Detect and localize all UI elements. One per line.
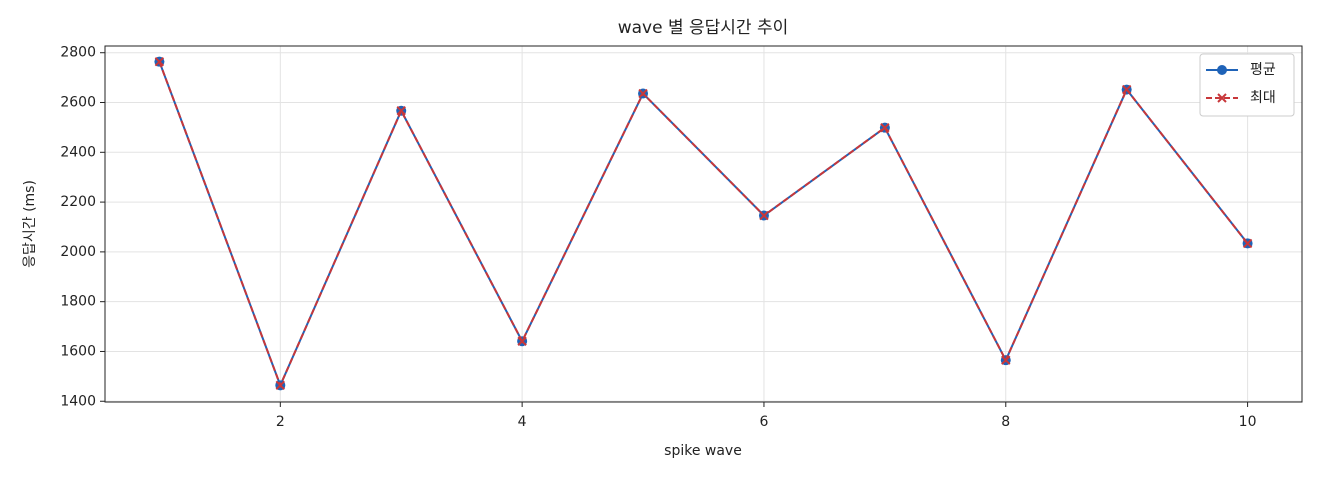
x-tick-label: 8 — [1001, 414, 1010, 430]
x-tick-label: 10 — [1239, 414, 1257, 430]
point — [154, 56, 165, 67]
y-tick-label: 1400 — [60, 393, 96, 409]
legend-marker — [1217, 65, 1227, 75]
y-tick-label: 2200 — [60, 194, 96, 210]
x-tick-label: 2 — [276, 414, 285, 430]
legend-label: 평균 — [1250, 62, 1276, 78]
plot-frame — [104, 45, 1303, 403]
legend-label: 최대 — [1250, 90, 1276, 106]
x-tick-label: 6 — [759, 414, 768, 430]
point — [638, 88, 648, 99]
y-tick-label: 2800 — [60, 45, 96, 61]
point — [880, 122, 890, 133]
point — [275, 380, 286, 391]
y-tick-label: 1600 — [60, 343, 96, 359]
point — [517, 336, 527, 346]
x-axis-label: spike wave — [664, 443, 742, 459]
series-line — [158, 61, 1249, 388]
point — [1001, 355, 1011, 365]
point — [759, 210, 769, 221]
point — [1242, 238, 1253, 249]
legend-marker — [1217, 93, 1227, 103]
x-tick-label: 4 — [518, 414, 527, 430]
y-tick-label: 2000 — [60, 244, 96, 260]
chart-title: wave 별 응답시간 추이 — [618, 18, 789, 38]
y-tick-label: 2400 — [60, 144, 96, 160]
point — [396, 106, 406, 116]
legend-box — [1199, 53, 1295, 117]
y-tick-label: 1800 — [60, 294, 96, 310]
point — [1121, 84, 1132, 95]
y-axis-label: 응답시간 (ms) — [22, 180, 38, 268]
y-tick-label: 2600 — [60, 95, 96, 111]
